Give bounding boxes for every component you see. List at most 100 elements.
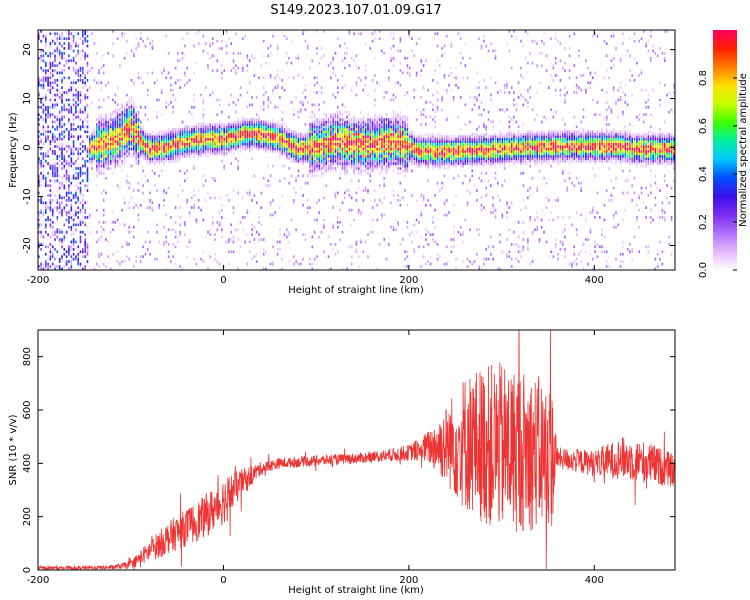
spectrogram-cell xyxy=(318,108,321,112)
spectrogram-cell xyxy=(181,154,184,158)
spectrogram-cell xyxy=(427,162,429,165)
spectrogram-cell xyxy=(68,208,70,212)
spectrogram-cell xyxy=(191,196,193,200)
spectrogram-cell xyxy=(350,154,353,158)
spectrogram-cell xyxy=(38,93,40,97)
spectrogram-cell xyxy=(276,128,279,131)
spectrogram-cell xyxy=(207,150,209,153)
spectrogram-cell xyxy=(40,115,42,119)
spectrogram-cell xyxy=(350,130,353,134)
spectrogram-cell xyxy=(313,169,316,173)
spectrogram-cell xyxy=(374,199,376,202)
spectrogram-cell xyxy=(197,132,200,136)
spectrogram-cell xyxy=(364,140,367,143)
spectrogram-cell xyxy=(422,145,425,148)
spectrogram-cell xyxy=(304,238,307,241)
spectrogram-cell xyxy=(86,243,89,246)
spectrogram-cell xyxy=(204,199,207,202)
spectrogram-cell xyxy=(121,142,123,146)
spectrogram-cell xyxy=(262,248,265,251)
spectrogram-cell xyxy=(40,267,42,270)
spectrogram-cell xyxy=(466,145,469,148)
spectrogram-cell xyxy=(362,132,365,136)
spectrogram-cell xyxy=(109,147,112,151)
spectrogram-cell xyxy=(142,135,144,138)
spectrogram-cell xyxy=(105,167,107,170)
spectrogram-cell xyxy=(455,76,457,80)
spectrogram-cell xyxy=(420,235,423,239)
spectrogram-cell xyxy=(232,101,235,104)
spectrogram-cell xyxy=(177,128,179,131)
spectrogram-cell xyxy=(369,172,372,175)
spectrogram-cell xyxy=(262,108,265,112)
spectrogram-cell xyxy=(79,211,82,214)
spectrogram-cell xyxy=(45,140,47,143)
spectrogram-cell xyxy=(82,140,84,143)
spectrogram-cell xyxy=(63,206,66,209)
spectrogram-cell xyxy=(237,142,239,146)
spectrogram-cell xyxy=(327,125,330,129)
spectrogram-cell xyxy=(311,172,314,175)
spectrogram-cell xyxy=(399,49,402,53)
spectrogram-cell xyxy=(137,152,140,156)
spectrogram-cell xyxy=(357,145,360,148)
spectrogram-cell xyxy=(216,135,219,138)
spectrogram-cell xyxy=(306,44,309,48)
spectrogram-cell xyxy=(313,167,316,170)
spectrogram-cell xyxy=(114,120,117,124)
spectrogram-cell xyxy=(371,137,374,141)
spectrogram-cell xyxy=(51,137,54,141)
spectrogram-cell xyxy=(265,125,267,129)
spectrogram-cell xyxy=(487,49,490,53)
spectrogram-cell xyxy=(84,76,86,80)
spectrogram-cell xyxy=(186,154,188,158)
spectrogram-cell xyxy=(357,162,360,165)
spectrogram-cell xyxy=(339,120,341,124)
spectrogram-cell xyxy=(411,150,413,153)
spectrogram-cell xyxy=(341,167,344,170)
spectrogram-cell xyxy=(77,174,79,178)
spectrogram-cell xyxy=(40,265,42,268)
spectrogram-cell xyxy=(45,130,47,134)
spectrogram-cell xyxy=(77,223,79,227)
spectrogram-cell xyxy=(383,91,385,94)
spectrogram-cell xyxy=(371,79,374,82)
spectrogram-cell xyxy=(207,147,209,151)
spectrogram-cell xyxy=(126,145,128,148)
spectrogram-cell xyxy=(47,184,49,187)
spectrogram-cell xyxy=(295,135,297,138)
spectrogram-cell xyxy=(214,142,216,146)
spectrogram-cell xyxy=(413,140,416,143)
spectrogram-cell xyxy=(286,130,288,134)
spectrogram-cell xyxy=(364,64,367,67)
spectrogram-cell xyxy=(367,132,369,136)
spectrogram-cell xyxy=(487,118,490,121)
spectrogram-cell xyxy=(49,164,52,168)
spectrogram-cell xyxy=(339,118,341,121)
spectrogram-cell xyxy=(350,157,353,160)
spectrogram-cell xyxy=(200,132,202,136)
spectrogram-cell xyxy=(369,128,372,131)
spectrogram-cell xyxy=(269,76,272,80)
spectrogram-cell xyxy=(54,137,56,141)
spectrogram-cell xyxy=(406,137,409,141)
spectrogram-cell xyxy=(58,137,61,141)
spectrogram-cell xyxy=(427,230,429,234)
spectrogram-cell xyxy=(63,108,66,112)
spectrogram-cell xyxy=(255,201,258,205)
spectrogram-cell xyxy=(269,101,272,104)
spectrogram-cell xyxy=(204,135,207,138)
spectrogram-cell xyxy=(265,137,267,141)
spectrogram-cell xyxy=(309,157,311,160)
spectrogram-cell xyxy=(223,123,225,126)
spectrogram-cell xyxy=(274,137,276,141)
spectrogram-cell xyxy=(462,56,464,60)
spectrogram-cell xyxy=(133,137,135,141)
spectrogram-cell xyxy=(156,223,158,227)
spectrogram-cell xyxy=(47,162,49,165)
spectrogram-cell xyxy=(89,159,91,163)
spectrogram-cell xyxy=(464,142,467,146)
spectrogram-cell xyxy=(436,140,439,143)
spectrogram-cell xyxy=(378,162,381,165)
spectrogram-cell xyxy=(91,137,93,141)
